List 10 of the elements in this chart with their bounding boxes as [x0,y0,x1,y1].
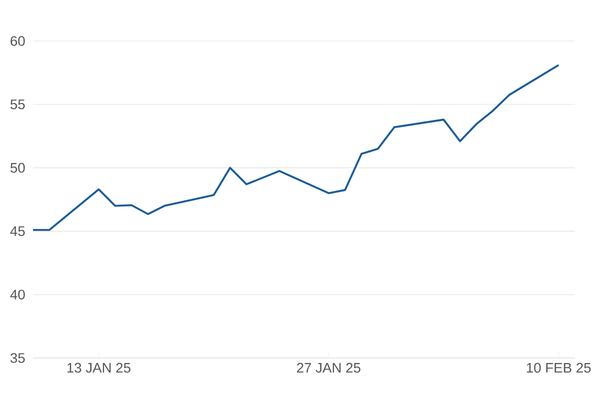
y-tick-label: 55 [10,100,25,110]
x-tick-label: 10 FEB 25 [526,362,591,373]
y-tick-label: 40 [10,290,25,300]
line-series [32,64,560,231]
x-tick-label: 13 JAN 25 [67,362,130,373]
y-tick-label: 35 [10,353,25,363]
x-tick-label: 27 JAN 25 [297,362,360,373]
y-tick-label: 45 [10,226,25,236]
y-tick-label: 50 [10,162,25,173]
y-tick-label: 60 [10,36,25,46]
